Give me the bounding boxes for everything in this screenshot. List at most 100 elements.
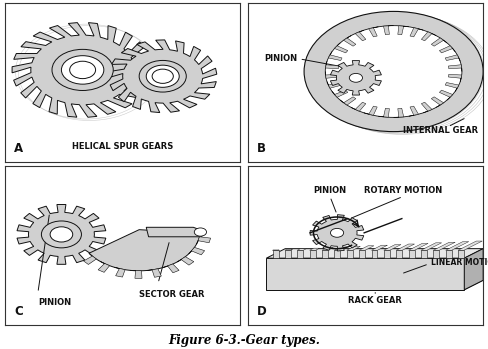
Polygon shape bbox=[433, 242, 455, 250]
Polygon shape bbox=[347, 246, 360, 250]
Polygon shape bbox=[445, 55, 460, 61]
Text: PINION: PINION bbox=[38, 298, 71, 307]
Polygon shape bbox=[332, 90, 348, 97]
Text: Figure 6-3.-Gear types.: Figure 6-3.-Gear types. bbox=[168, 334, 320, 347]
Circle shape bbox=[344, 70, 367, 86]
Polygon shape bbox=[17, 205, 106, 264]
Polygon shape bbox=[446, 242, 469, 250]
Polygon shape bbox=[446, 250, 452, 258]
Polygon shape bbox=[328, 52, 342, 60]
Polygon shape bbox=[421, 250, 427, 258]
Text: D: D bbox=[257, 305, 267, 318]
Polygon shape bbox=[347, 250, 353, 258]
Polygon shape bbox=[83, 253, 96, 265]
Text: B: B bbox=[257, 142, 266, 155]
Polygon shape bbox=[189, 247, 204, 255]
Text: HELICAL SPUR GEARS: HELICAL SPUR GEARS bbox=[72, 142, 173, 150]
Polygon shape bbox=[12, 23, 153, 117]
Polygon shape bbox=[458, 250, 464, 258]
Polygon shape bbox=[369, 27, 378, 37]
Polygon shape bbox=[359, 246, 374, 250]
Polygon shape bbox=[445, 82, 459, 91]
Polygon shape bbox=[310, 215, 364, 251]
Polygon shape bbox=[266, 280, 483, 290]
Polygon shape bbox=[410, 28, 423, 37]
Text: SECTOR GEAR: SECTOR GEAR bbox=[139, 290, 204, 299]
Polygon shape bbox=[384, 250, 390, 258]
Polygon shape bbox=[89, 230, 200, 271]
Polygon shape bbox=[448, 65, 462, 72]
Polygon shape bbox=[439, 90, 453, 100]
Circle shape bbox=[61, 56, 104, 84]
Polygon shape bbox=[408, 250, 414, 258]
Polygon shape bbox=[378, 108, 389, 117]
Text: RACK GEAR: RACK GEAR bbox=[348, 296, 402, 305]
Polygon shape bbox=[325, 72, 339, 78]
Polygon shape bbox=[147, 269, 162, 277]
Circle shape bbox=[325, 25, 462, 117]
Polygon shape bbox=[310, 250, 316, 258]
Text: PINION: PINION bbox=[313, 186, 346, 195]
Polygon shape bbox=[340, 97, 356, 105]
Polygon shape bbox=[285, 249, 293, 250]
Polygon shape bbox=[421, 32, 436, 41]
Text: C: C bbox=[14, 305, 23, 318]
Polygon shape bbox=[334, 247, 347, 250]
Polygon shape bbox=[359, 250, 365, 258]
Polygon shape bbox=[431, 38, 447, 46]
Polygon shape bbox=[351, 102, 366, 111]
Polygon shape bbox=[177, 257, 194, 265]
Polygon shape bbox=[421, 102, 432, 113]
Text: LINEAR MOTION: LINEAR MOTION bbox=[431, 258, 488, 267]
Polygon shape bbox=[273, 250, 279, 258]
Polygon shape bbox=[364, 106, 377, 115]
Circle shape bbox=[139, 60, 186, 92]
Polygon shape bbox=[384, 245, 401, 250]
Polygon shape bbox=[448, 74, 462, 82]
Polygon shape bbox=[197, 237, 211, 244]
Polygon shape bbox=[398, 26, 409, 35]
Polygon shape bbox=[285, 250, 291, 258]
Polygon shape bbox=[355, 30, 366, 41]
Circle shape bbox=[152, 69, 173, 83]
Text: ROTARY MOTION: ROTARY MOTION bbox=[364, 186, 442, 195]
Circle shape bbox=[325, 225, 349, 241]
Circle shape bbox=[52, 49, 113, 90]
Polygon shape bbox=[409, 106, 419, 116]
Polygon shape bbox=[330, 61, 382, 95]
Polygon shape bbox=[464, 248, 483, 290]
Polygon shape bbox=[163, 264, 179, 273]
Polygon shape bbox=[297, 250, 303, 258]
Polygon shape bbox=[98, 261, 110, 272]
Polygon shape bbox=[394, 108, 404, 117]
Polygon shape bbox=[266, 248, 483, 258]
Polygon shape bbox=[439, 46, 455, 53]
Circle shape bbox=[41, 221, 81, 248]
Polygon shape bbox=[130, 270, 142, 279]
Polygon shape bbox=[266, 258, 464, 290]
Circle shape bbox=[50, 227, 73, 242]
Polygon shape bbox=[371, 245, 387, 250]
Polygon shape bbox=[322, 250, 328, 258]
Polygon shape bbox=[431, 97, 444, 107]
Text: INTERNAL GEAR: INTERNAL GEAR bbox=[403, 126, 478, 134]
Polygon shape bbox=[371, 250, 377, 258]
Polygon shape bbox=[433, 250, 439, 258]
Polygon shape bbox=[408, 243, 428, 250]
Text: PINION: PINION bbox=[264, 54, 297, 64]
Polygon shape bbox=[334, 43, 348, 53]
Circle shape bbox=[194, 228, 206, 236]
Circle shape bbox=[146, 65, 179, 87]
Circle shape bbox=[330, 228, 344, 237]
Circle shape bbox=[70, 61, 96, 79]
Polygon shape bbox=[108, 40, 217, 113]
Polygon shape bbox=[421, 243, 442, 250]
Polygon shape bbox=[114, 267, 125, 277]
Polygon shape bbox=[396, 250, 402, 258]
Polygon shape bbox=[310, 248, 320, 250]
Text: A: A bbox=[14, 142, 23, 155]
Circle shape bbox=[304, 12, 483, 132]
Circle shape bbox=[349, 73, 363, 82]
Polygon shape bbox=[327, 82, 342, 88]
Polygon shape bbox=[146, 227, 204, 237]
